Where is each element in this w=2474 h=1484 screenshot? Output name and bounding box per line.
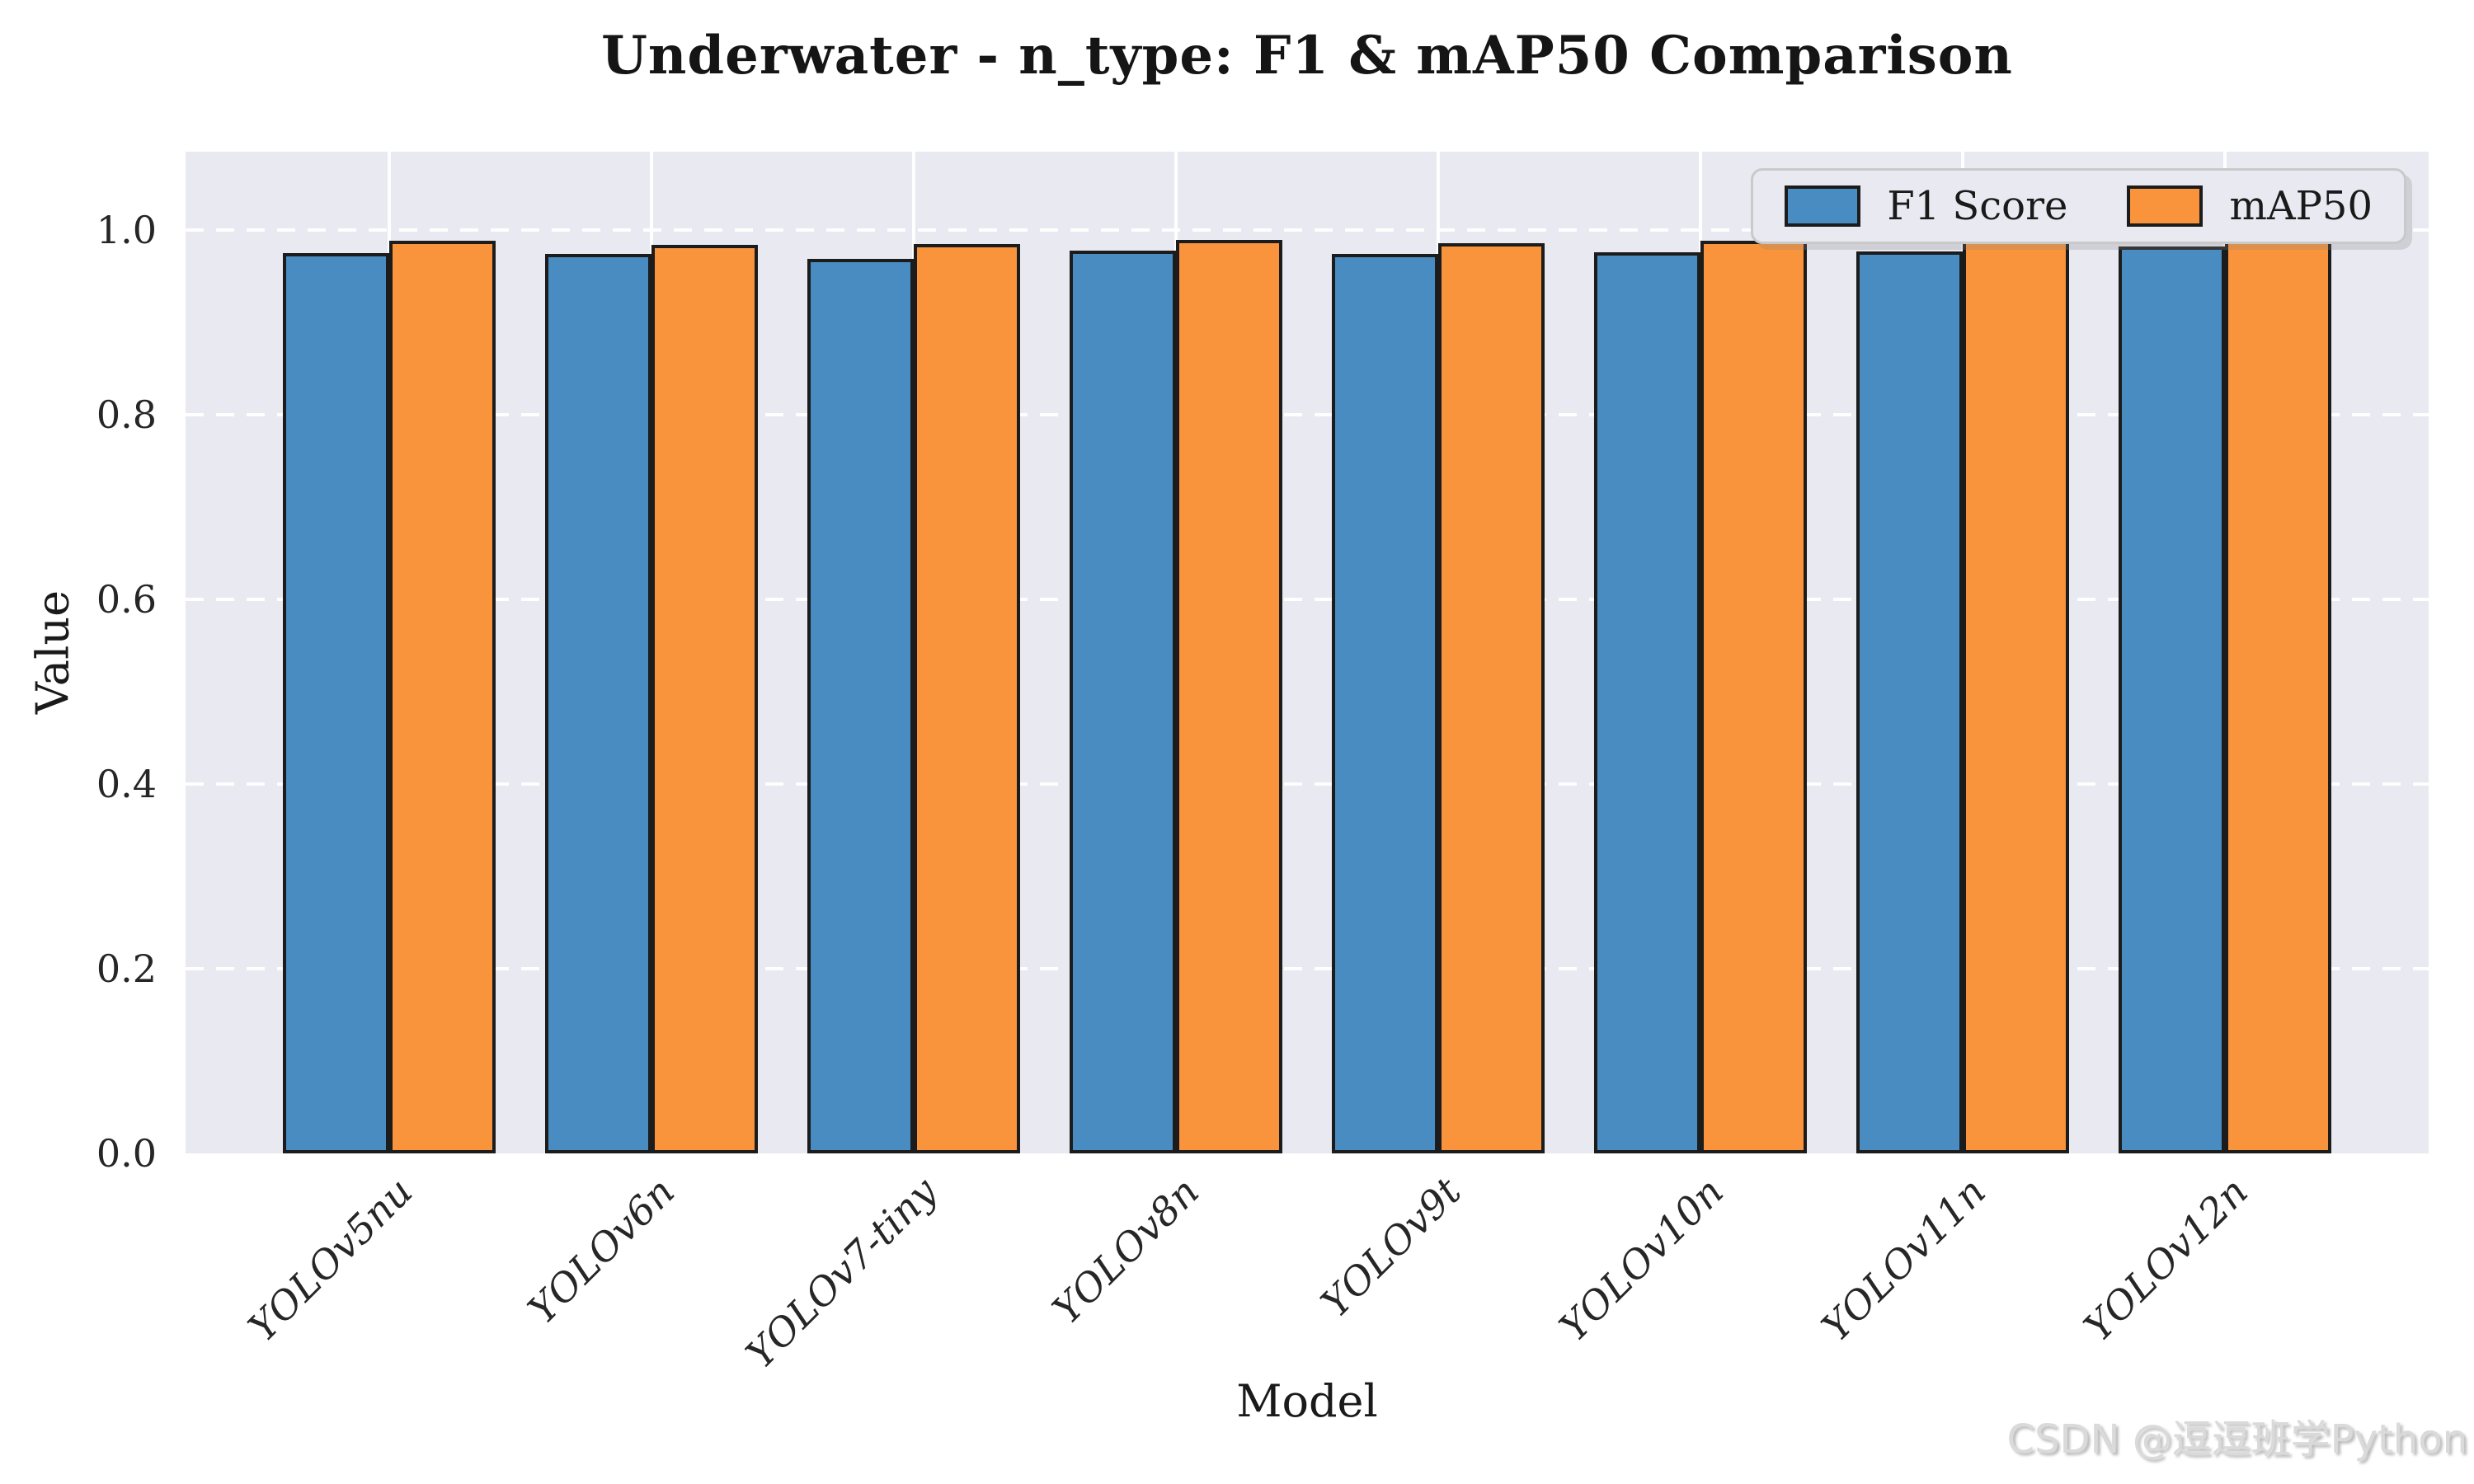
y-tick-label: 0.4 — [96, 762, 157, 806]
horizontal-gridline — [186, 228, 2429, 232]
x-tick-label: YOLOv10n — [1551, 1169, 1733, 1350]
legend-label-f1: F1 Score — [1887, 183, 2068, 229]
y-tick-label: 0.8 — [96, 392, 157, 437]
bar-f1-score-yolov10n — [1594, 252, 1700, 1153]
bar-map50-yolov6n — [651, 245, 758, 1153]
legend-item-map50: mAP50 — [2127, 186, 2373, 227]
watermark: CSDN @逗逗班学Python — [2006, 1416, 2468, 1463]
bar-f1-score-yolov9t — [1332, 254, 1438, 1153]
bar-map50-yolov10n — [1700, 241, 1807, 1153]
legend: F1 Score mAP50 — [1751, 168, 2406, 244]
legend-label-map50: mAP50 — [2229, 183, 2373, 229]
horizontal-gridline — [186, 413, 2429, 416]
bar-map50-yolov8n — [1176, 240, 1282, 1153]
chart-title: Underwater - n_type: F1 & mAP50 Comparis… — [601, 25, 2013, 87]
x-tick-label: YOLOv7-tiny — [737, 1169, 946, 1378]
plot-area — [186, 152, 2429, 1153]
horizontal-gridline — [186, 782, 2429, 786]
bar-f1-score-yolov5nu — [283, 253, 389, 1153]
bar-f1-score-yolov11n — [1856, 251, 1963, 1153]
bar-map50-yolov5nu — [389, 241, 496, 1153]
y-tick-label: 1.0 — [96, 208, 157, 252]
bar-f1-score-yolov6n — [545, 254, 651, 1153]
bar-f1-score-yolov7-tiny — [807, 259, 914, 1153]
y-tick-label: 0.2 — [96, 946, 157, 991]
x-tick-label: YOLOv9t — [1313, 1169, 1470, 1327]
x-tick-label: YOLOv8n — [1044, 1169, 1208, 1333]
f1-score-swatch-icon — [1785, 186, 1861, 227]
y-axis-label: Value — [26, 589, 79, 715]
x-axis-label: Model — [1236, 1375, 1378, 1427]
bar-f1-score-yolov8n — [1070, 251, 1176, 1153]
legend-item-f1: F1 Score — [1785, 186, 2067, 227]
horizontal-gridline — [186, 598, 2429, 601]
y-tick-label: 0.6 — [96, 577, 157, 622]
x-tick-label: YOLOv6n — [520, 1169, 684, 1333]
map50-swatch-icon — [2127, 186, 2204, 227]
x-tick-label: YOLOv5nu — [239, 1169, 421, 1351]
bar-map50-yolov7-tiny — [914, 244, 1020, 1153]
bar-map50-yolov9t — [1438, 243, 1545, 1153]
bar-map50-yolov11n — [1963, 241, 2069, 1153]
horizontal-gridline — [186, 967, 2429, 970]
x-tick-label: YOLOv12n — [2076, 1169, 2257, 1350]
bar-map50-yolov12n — [2225, 241, 2331, 1153]
y-tick-label: 0.0 — [96, 1131, 157, 1176]
x-tick-label: YOLOv11n — [1813, 1169, 1995, 1350]
bar-f1-score-yolov12n — [2119, 247, 2225, 1153]
